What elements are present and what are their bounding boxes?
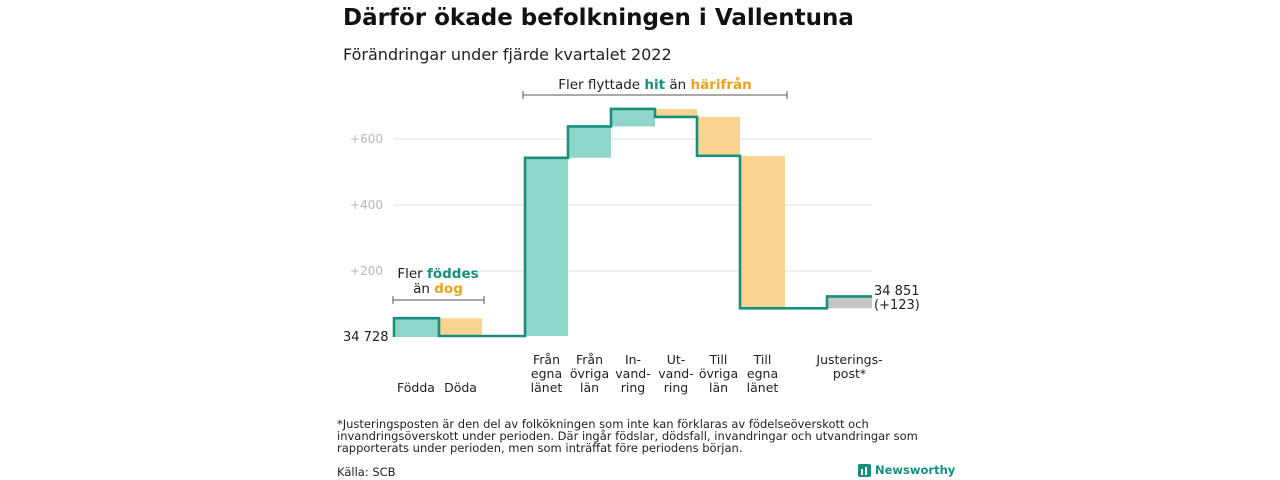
category-label: Från övriga län — [570, 352, 609, 395]
newsworthy-icon — [858, 463, 871, 477]
brand-logo: Newsworthy — [858, 463, 955, 477]
footnote: *Justeringsposten är den del av folkökni… — [337, 417, 918, 455]
waterfall-bar — [568, 126, 611, 158]
waterfall-bar — [655, 108, 697, 117]
waterfall-bar — [740, 155, 785, 309]
bar-layer — [394, 108, 872, 337]
chart-subtitle: Förändringar under fjärde kvartalet 2022 — [343, 45, 672, 64]
migration-annotation: Fler flyttade hit än härifrån — [522, 76, 788, 99]
category-label: Döda — [444, 380, 477, 395]
end-value-label: 34 851 — [874, 284, 920, 299]
grid-layer: +200 +400 +600 — [350, 132, 872, 278]
y-tick-label: +200 — [350, 264, 383, 278]
cumulative-step-line — [392, 107, 872, 338]
end-change-label: (+123) — [874, 298, 920, 313]
category-label: In-vand-ring — [615, 352, 650, 395]
source-label: Källa: SCB — [337, 465, 396, 479]
waterfall-bar — [697, 116, 740, 156]
brand-name: Newsworthy — [875, 463, 956, 477]
births-annotation-line2: än dog — [413, 281, 463, 297]
y-tick-label: +400 — [350, 198, 383, 212]
waterfall-bar — [439, 318, 482, 337]
births-annotation: Fler föddes än dog — [392, 266, 485, 304]
step-line-layer — [392, 107, 872, 338]
start-value-label: 34 728 — [343, 330, 389, 345]
waterfall-bar — [611, 108, 655, 127]
waterfall-bar — [525, 157, 568, 337]
y-tick-label: +600 — [350, 132, 383, 146]
migration-annotation-text: Fler flyttade hit än härifrån — [558, 76, 752, 93]
category-label: Från egna länet — [531, 352, 563, 395]
category-label: Till egna länet — [747, 352, 779, 395]
waterfall-bar — [827, 296, 872, 309]
category-label: Ut-vand-ring — [658, 352, 693, 395]
chart-title: Därför ökade befolkningen i Vallentuna — [343, 5, 854, 31]
category-label: Justerings-post* — [815, 352, 882, 381]
births-annotation-line1: Fler föddes — [397, 266, 478, 282]
waterfall-bar — [394, 318, 438, 337]
category-label: Födda — [397, 380, 435, 395]
category-label: Till övriga län — [699, 352, 738, 395]
